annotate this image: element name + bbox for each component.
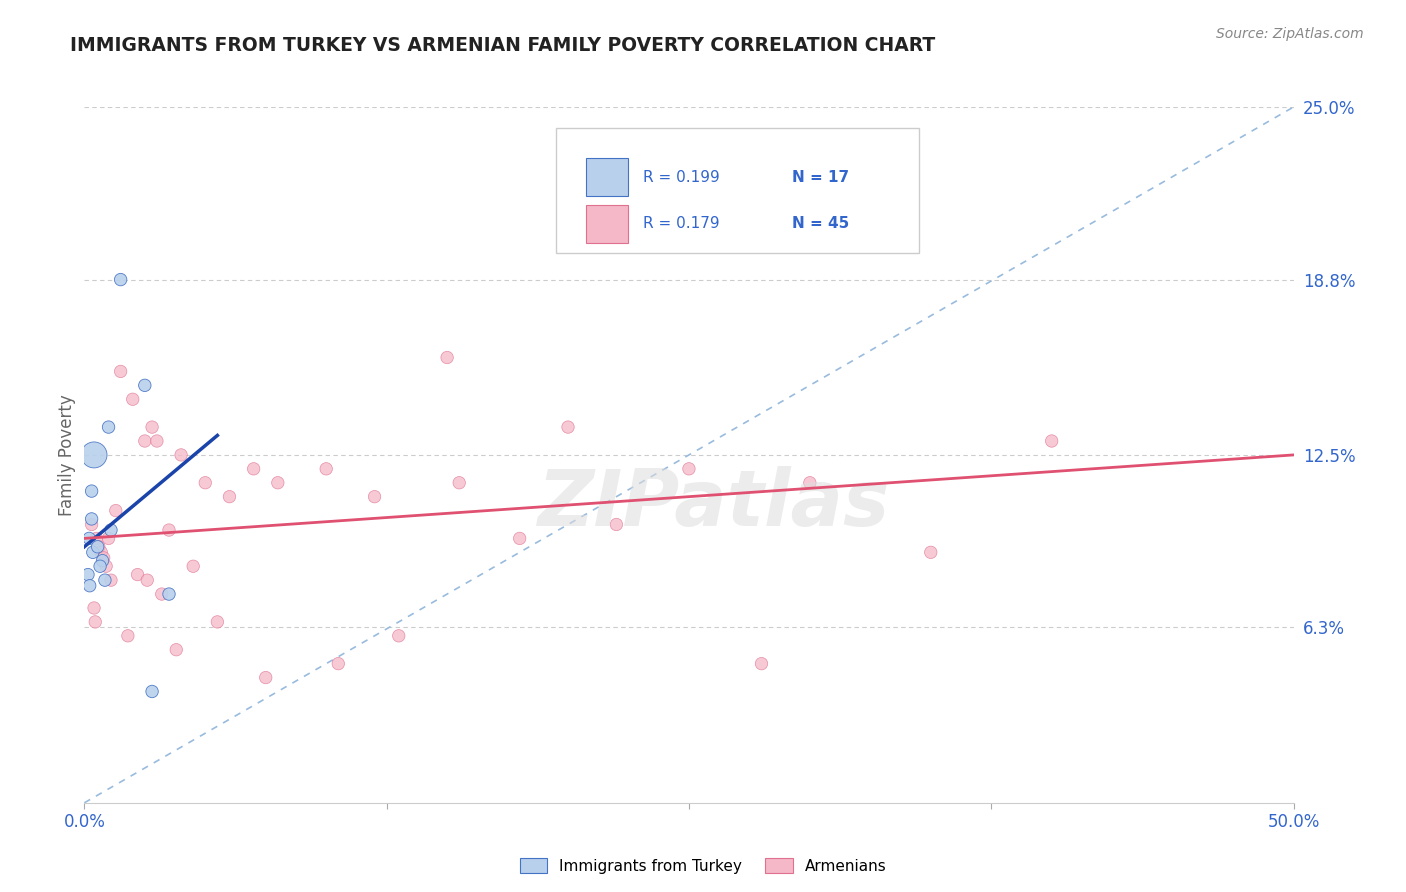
Point <box>86 540 108 554</box>
Point <box>194 475 217 490</box>
Point <box>157 523 180 537</box>
Point <box>94 559 117 574</box>
Point <box>80 512 103 526</box>
Text: N = 45: N = 45 <box>792 217 849 231</box>
Point <box>82 545 104 559</box>
Point <box>678 462 700 476</box>
Point <box>84 615 107 629</box>
Point <box>127 567 149 582</box>
Point <box>77 532 100 546</box>
Y-axis label: Family Poverty: Family Poverty <box>58 394 76 516</box>
Point <box>141 684 163 698</box>
FancyBboxPatch shape <box>586 205 628 243</box>
Point <box>315 462 337 476</box>
Point <box>181 559 204 574</box>
Point <box>328 657 350 671</box>
Point <box>146 434 169 448</box>
Point <box>605 517 627 532</box>
Point <box>80 517 103 532</box>
Point <box>165 642 187 657</box>
Point <box>100 523 122 537</box>
Point <box>557 420 579 434</box>
Point <box>110 272 132 286</box>
Point <box>150 587 173 601</box>
Point <box>436 351 458 365</box>
Point <box>134 434 156 448</box>
Point <box>117 629 139 643</box>
Point <box>509 532 531 546</box>
Point <box>83 601 105 615</box>
Point <box>94 573 117 587</box>
Point <box>90 545 112 559</box>
Point <box>134 378 156 392</box>
Point <box>104 503 127 517</box>
Point <box>242 462 264 476</box>
Point <box>254 671 277 685</box>
Point <box>449 475 471 490</box>
Point <box>207 615 229 629</box>
Point <box>136 573 159 587</box>
Point <box>920 545 942 559</box>
Point <box>89 559 111 574</box>
FancyBboxPatch shape <box>586 158 628 196</box>
Point <box>157 587 180 601</box>
Text: Source: ZipAtlas.com: Source: ZipAtlas.com <box>1216 27 1364 41</box>
Point <box>363 490 385 504</box>
Text: ZIPatlas: ZIPatlas <box>537 466 889 541</box>
Point <box>751 657 773 671</box>
Point <box>557 211 579 226</box>
Point <box>79 579 101 593</box>
Point <box>141 420 163 434</box>
Legend: Immigrants from Turkey, Armenians: Immigrants from Turkey, Armenians <box>513 852 893 880</box>
Point <box>100 573 122 587</box>
Point <box>218 490 240 504</box>
Point <box>77 567 100 582</box>
Point <box>97 532 120 546</box>
Point <box>97 420 120 434</box>
Text: R = 0.199: R = 0.199 <box>643 169 720 185</box>
FancyBboxPatch shape <box>555 128 918 253</box>
Point <box>388 629 411 643</box>
Point <box>93 550 115 565</box>
Point <box>87 540 110 554</box>
Point <box>83 448 105 462</box>
Point <box>799 475 821 490</box>
Point <box>86 532 108 546</box>
Point <box>121 392 143 407</box>
Point <box>80 484 103 499</box>
Point <box>1040 434 1063 448</box>
Point <box>91 554 114 568</box>
Point <box>170 448 193 462</box>
Point <box>267 475 290 490</box>
Text: IMMIGRANTS FROM TURKEY VS ARMENIAN FAMILY POVERTY CORRELATION CHART: IMMIGRANTS FROM TURKEY VS ARMENIAN FAMIL… <box>70 36 935 54</box>
Point <box>110 364 132 378</box>
Text: N = 17: N = 17 <box>792 169 849 185</box>
Text: R = 0.179: R = 0.179 <box>643 217 720 231</box>
